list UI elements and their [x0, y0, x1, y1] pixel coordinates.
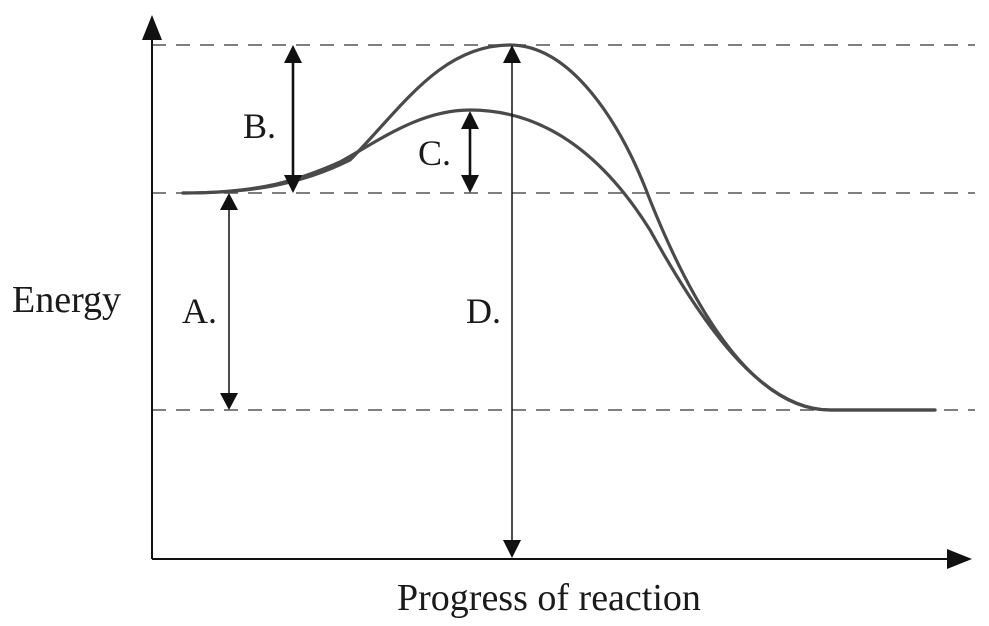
marker-d-label: D.	[466, 291, 501, 331]
arrow-d-bottom-head	[503, 540, 521, 558]
marker-b-label: B.	[243, 106, 276, 146]
arrow-d-top-head	[503, 45, 521, 63]
uncatalyzed-reaction-curve	[181, 43, 937, 412]
x-axis-label: Progress of reaction	[397, 577, 701, 619]
arrow-b-bottom-head	[284, 175, 302, 193]
marker-a-label: A.	[182, 291, 217, 331]
y-axis-label: Energy	[12, 279, 121, 321]
marker-c-label: C.	[418, 133, 451, 173]
arrow-a-bottom-head	[220, 393, 238, 410]
y-axis-arrowhead	[142, 15, 162, 40]
arrow-b-top-head	[284, 45, 302, 63]
x-axis-arrowhead	[947, 549, 972, 569]
arrow-a-top-head	[220, 193, 238, 210]
arrow-c-bottom-head	[461, 175, 479, 193]
catalyzed-reaction-curve	[181, 108, 937, 412]
arrow-c-top-head	[461, 111, 479, 129]
